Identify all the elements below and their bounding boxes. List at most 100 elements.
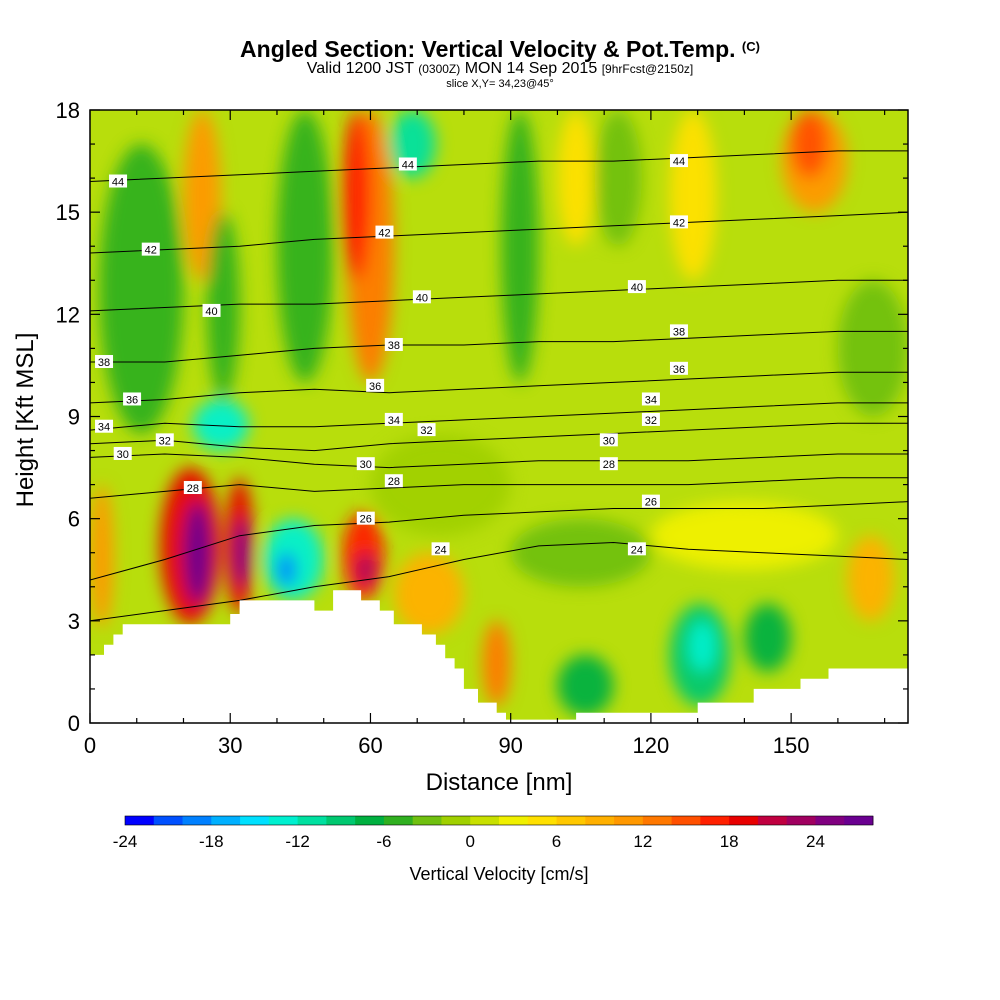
isentrope-lines (90, 150, 908, 622)
y-tick-label: 15 (56, 200, 80, 225)
isentrope-28 (90, 477, 908, 499)
colorbar-swatch (355, 816, 385, 825)
contour-label-text: 30 (603, 435, 615, 447)
contour-label-bg (95, 419, 114, 433)
velocity-cell (837, 280, 908, 417)
contour-label-bg (375, 225, 394, 239)
x-tick-label: 90 (498, 733, 522, 758)
contour-label-bg (141, 242, 160, 256)
colorbar-swatch (700, 816, 730, 825)
contour-label-text: 26 (360, 514, 372, 526)
velocity-cell (847, 535, 894, 621)
contour-label-text: 38 (388, 340, 400, 352)
isentrope-38 (90, 330, 908, 363)
colorbar-swatch (499, 816, 529, 825)
contour-label-text: 32 (645, 415, 657, 427)
contour-label-text: 32 (420, 425, 432, 437)
contour-label-text: 36 (369, 381, 381, 393)
y-tick-label: 3 (68, 609, 80, 634)
contour-label-bg (417, 423, 436, 437)
colorbar-tick-label: 12 (633, 832, 652, 851)
contour-label-bg (669, 361, 688, 375)
contour-label-bg (366, 378, 385, 392)
isentrope-24 (90, 541, 908, 622)
contour-label-text: 40 (205, 306, 217, 318)
contour-label-bg (202, 303, 221, 317)
contour-label-text: 34 (645, 394, 657, 406)
colorbar-tick-label: 0 (465, 832, 474, 851)
colorbar-tick-label: 18 (720, 832, 739, 851)
contour-label: 38 (669, 324, 688, 338)
contour-label-text: 40 (416, 292, 428, 304)
contour-label-text: 24 (631, 544, 643, 556)
velocity-cell (669, 110, 717, 281)
colorbar-swatch (125, 816, 155, 825)
terrain-mask (90, 590, 908, 723)
colorbar-swatch (182, 816, 212, 825)
contour-label: 36 (366, 378, 385, 393)
contour-label: 28 (384, 474, 403, 488)
valid-date: MON 14 Sep 2015 (464, 60, 598, 77)
colorbar-swatch (412, 816, 442, 825)
contour-label: 30 (113, 446, 132, 461)
contour-label-bg (669, 154, 688, 168)
velocity-cell (183, 501, 212, 604)
contour-label-text: 44 (673, 156, 685, 168)
colorbar-tick-label: -12 (285, 832, 310, 851)
contour-label-text: 34 (98, 422, 110, 434)
velocity-cell (234, 518, 249, 587)
colorbar-swatch (815, 816, 845, 825)
contour-label: 26 (641, 494, 660, 509)
x-axis: 0 30 60 90 120 150 (84, 110, 886, 758)
contour-label-text: 28 (603, 459, 615, 471)
contour-label-bg (641, 392, 660, 406)
velocity-cell (206, 212, 240, 400)
velocity-cell (90, 484, 114, 628)
contour-label-bg (123, 392, 142, 406)
contour-label: 40 (627, 280, 646, 294)
colorbar-swatch (642, 816, 673, 825)
contour-label-text: 40 (631, 282, 643, 294)
velocity-cell (370, 433, 511, 536)
y-tick-label: 12 (56, 302, 80, 327)
isentrope-32 (90, 422, 908, 452)
contour-label-bg (183, 481, 202, 495)
velocity-cell (183, 110, 221, 281)
contour-label-bg (398, 157, 417, 171)
colorbar-swatch (297, 816, 327, 825)
velocity-cell (393, 552, 464, 635)
velocity-cell (744, 603, 792, 672)
velocity-cell (276, 552, 296, 587)
plot-area: 44 44 44 42 42 42 40 40 40 38 38 38 36 36 36 34 34 34 32 32… (90, 110, 908, 723)
contour-label: 40 (412, 290, 431, 304)
contour-label: 38 (384, 337, 403, 352)
colorbar: -24 -18 -12 -6 0 6 12 18 24 (113, 815, 874, 851)
contour-label-bg (95, 355, 114, 369)
colorbar-tick-label: 24 (806, 832, 825, 851)
velocity-cell (342, 110, 371, 281)
colorbar-frame (124, 815, 874, 826)
colorbar-swatch (470, 816, 500, 825)
velocity-cell (594, 110, 642, 247)
x-tick-label: 0 (84, 733, 96, 758)
contour-label: 34 (95, 419, 114, 434)
contour-label-text: 42 (145, 245, 157, 257)
slice-info: slice X,Y= 34,23@45° (446, 78, 554, 90)
colorbar-swatch (614, 816, 644, 825)
contour-label-bg (431, 542, 450, 556)
colorbar-swatch (729, 816, 759, 825)
contour-label: 24 (431, 542, 450, 556)
colorbar-tick-label: -18 (199, 832, 224, 851)
contour-label: 42 (669, 215, 688, 229)
y-tick-label: 9 (68, 405, 80, 430)
colorbar-swatch (757, 816, 788, 825)
contour-label: 32 (641, 412, 660, 427)
forecast-info: [9hrFcst@2150z] (601, 62, 694, 76)
contour-label-text: 24 (434, 544, 446, 556)
velocity-cell (501, 110, 539, 383)
isentrope-36 (90, 371, 908, 404)
contour-label-bg (356, 457, 375, 471)
contour-label-bg (155, 433, 174, 447)
contour-label: 42 (375, 225, 394, 240)
